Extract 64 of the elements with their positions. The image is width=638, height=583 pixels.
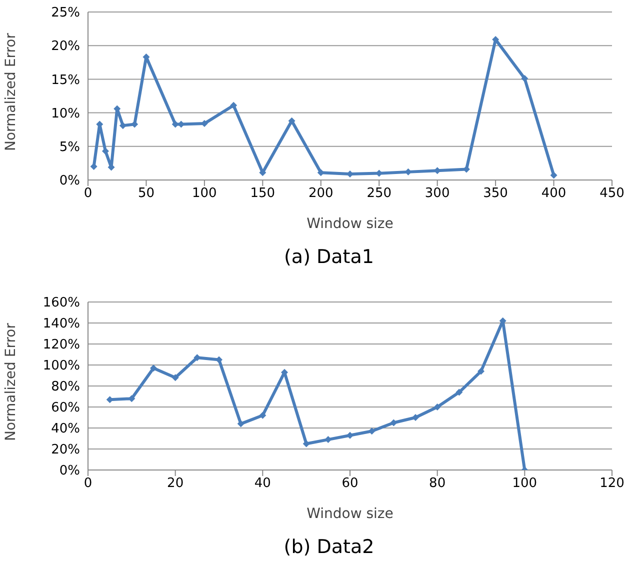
point (317, 169, 324, 176)
y-tick-label: 20% (51, 39, 80, 54)
x-tick-label: 20 (167, 476, 184, 492)
y-tick-label: 10% (51, 106, 80, 122)
point (368, 428, 376, 435)
y-tick-label: 80% (51, 380, 80, 395)
point (237, 420, 244, 428)
text: (a) Data1 (283, 246, 375, 268)
x-tick-label: 80 (429, 476, 446, 492)
x-tick-label: 250 (366, 186, 392, 202)
y-tick-label: 20% (51, 442, 80, 458)
x-tick-label: 0 (84, 186, 92, 202)
point (521, 75, 528, 82)
y-axis-title: Normalized Error (2, 32, 19, 151)
point (478, 368, 484, 375)
y-tick-label: 15% (51, 72, 80, 88)
y-tick-label: 120% (42, 338, 80, 353)
x-tick-label: 100 (512, 476, 538, 492)
point (302, 440, 310, 448)
point (288, 117, 296, 124)
point (259, 169, 266, 176)
x-tick-label: 300 (424, 186, 450, 202)
x-tick-label: 40 (254, 476, 271, 492)
y-tick-label: 160% (42, 296, 80, 311)
point (128, 395, 136, 402)
y-tick-label: 5% (59, 140, 80, 156)
x-tick-label: 50 (138, 186, 154, 202)
x-tick-label: 60 (342, 476, 358, 492)
point (346, 170, 354, 178)
x-tick-label: 0 (84, 476, 92, 492)
point (390, 419, 398, 426)
y-tick-label: 0% (59, 174, 80, 189)
point (324, 436, 332, 444)
point (434, 404, 441, 410)
y-tick-label: 140% (42, 316, 80, 332)
point (131, 120, 138, 128)
x-tick-label: 120 (600, 476, 624, 492)
x-axis-title: Window size (306, 216, 394, 232)
x-tick-label: 350 (483, 186, 508, 202)
y-tick-label: 60% (51, 400, 80, 416)
x-tick-label: 100 (192, 186, 217, 202)
y-tick-label: 40% (51, 422, 80, 437)
point (119, 122, 126, 130)
point (230, 102, 238, 109)
x-tick-label: 150 (250, 186, 276, 202)
y-tick-label: 25% (51, 6, 80, 21)
x-tick-label: 200 (308, 186, 334, 202)
x-tick-label: 450 (600, 186, 624, 202)
point (550, 172, 558, 179)
y-tick-label: 100% (42, 358, 80, 374)
y-tick-label: 0% (59, 464, 80, 479)
y-axis-title: Normalized Error (2, 322, 19, 441)
text: (b) Data2 (282, 536, 376, 558)
x-tick-label: 400 (541, 186, 566, 202)
point (259, 412, 266, 419)
x-axis-title: Window size (306, 506, 394, 522)
point (102, 148, 109, 155)
point (412, 414, 419, 421)
point (90, 163, 98, 170)
point (456, 388, 463, 396)
point (172, 374, 179, 382)
point (216, 356, 222, 364)
point (346, 432, 354, 439)
point (150, 364, 157, 372)
